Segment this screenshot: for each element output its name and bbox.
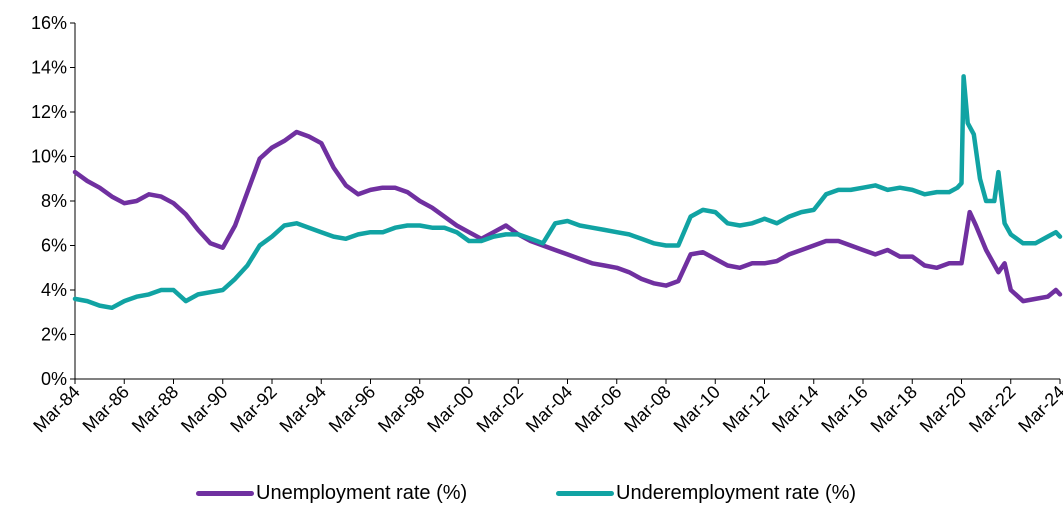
legend-item-underemployment: Underemployment rate (%)	[556, 482, 856, 505]
y-tick-label: 6%	[41, 236, 67, 256]
x-tick-label: Mar-10	[670, 382, 724, 436]
x-tick-label: Mar-02	[473, 382, 527, 436]
x-tick-label: Mar-86	[79, 382, 133, 436]
series-line-unemployment	[72, 129, 1063, 304]
legend-label-unemployment: Unemployment rate (%)	[256, 482, 468, 504]
x-tick-label: Mar-08	[620, 382, 674, 436]
legend-label-underemployment: Underemployment rate (%)	[616, 482, 857, 504]
y-tick-label: 0%	[41, 369, 67, 389]
x-tick-label: Mar-84	[29, 382, 83, 436]
x-tick-label: Mar-12	[719, 382, 773, 436]
legend-swatch-unemployment	[196, 491, 254, 496]
legend-item-unemployment: Unemployment rate (%)	[196, 482, 467, 505]
x-tick-label: Mar-24	[1014, 382, 1063, 436]
y-axis: 0% 2% 4% 6% 8% 10% 12% 14% 16%	[31, 13, 76, 389]
x-tick-label: Mar-16	[817, 382, 871, 436]
y-tick-label: 16%	[31, 13, 67, 33]
y-tick-label: 2%	[41, 325, 67, 345]
legend: Unemployment rate (%) Underemployment ra…	[0, 482, 1063, 512]
x-tick-label: Mar-04	[522, 382, 576, 436]
x-tick-label: Mar-98	[374, 382, 428, 436]
series-line-underemployment	[72, 74, 1063, 311]
x-tick-label: Mar-96	[325, 382, 379, 436]
x-tick-label: Mar-88	[128, 382, 182, 436]
y-tick-label: 8%	[41, 191, 67, 211]
legend-swatch-underemployment	[556, 491, 614, 496]
x-tick-label: Mar-94	[276, 382, 330, 436]
x-tick-label: Mar-00	[423, 382, 477, 436]
y-tick-label: 12%	[31, 102, 67, 122]
x-tick-label: Mar-92	[226, 382, 280, 436]
x-tick-label: Mar-14	[768, 382, 822, 436]
x-tick-label: Mar-22	[965, 382, 1019, 436]
y-tick-label: 14%	[31, 58, 67, 78]
y-tick-label: 4%	[41, 280, 67, 300]
x-tick-label: Mar-06	[571, 382, 625, 436]
y-tick-label: 10%	[31, 147, 67, 167]
x-tick-label: Mar-90	[177, 382, 231, 436]
series-layer	[72, 74, 1063, 311]
x-axis: Mar-84Mar-86Mar-88Mar-90Mar-92Mar-94Mar-…	[29, 378, 1063, 436]
x-tick-label: Mar-20	[916, 382, 970, 436]
x-tick-label: Mar-18	[867, 382, 921, 436]
